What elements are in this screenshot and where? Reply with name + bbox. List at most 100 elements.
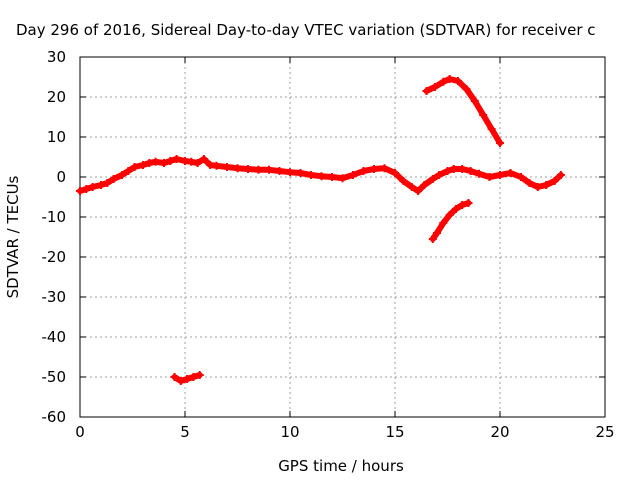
data-point [170,373,179,381]
data-point [172,155,181,163]
x-tick-label: 15 [385,423,404,441]
data-point [458,201,467,209]
data-point [542,181,551,189]
data-point [550,177,559,185]
grid [80,57,605,417]
x-tick-label: 25 [595,423,614,441]
data-point [470,97,479,105]
series-upper-arc [422,75,504,147]
data-point [118,171,126,179]
data-point [151,157,160,166]
y-tick-label: -60 [42,408,67,426]
y-tick-label: -30 [42,288,67,306]
data-point [212,161,221,170]
data-point [193,159,202,167]
x-tick-label: 5 [180,423,190,441]
data-point [422,87,431,95]
data-point [445,75,454,83]
data-point [296,169,305,177]
y-tick-label: 0 [56,168,66,186]
data-point [496,139,504,147]
y-axis-label: SDTVAR / TECUs [4,175,22,298]
data-point [97,181,105,189]
y-tick-label: 10 [47,128,66,146]
data-point [82,185,91,193]
data-point [187,157,196,166]
data-point [479,111,488,119]
data-point [433,229,441,237]
data-point [399,177,408,185]
data-point [124,167,133,175]
y-tick-label: -10 [42,208,67,226]
data-point [244,165,252,173]
series-main-track [76,155,565,195]
series-line [423,76,503,146]
x-axis-ticks: 0 5 10 15 20 25 [75,57,615,441]
y-axis-ticks: -60 -50 -40 -30 -20 -10 0 10 20 30 [42,48,605,426]
data-point [475,169,483,178]
data-point [195,371,204,379]
chart-title: Day 296 of 2016, Sidereal Day-to-day VTE… [16,21,596,39]
data-point [451,205,460,213]
data-point [76,187,84,195]
data-point [487,125,496,133]
x-tick-label: 0 [75,423,85,441]
data-point [454,77,462,85]
data-point [439,219,448,227]
data-point [307,171,315,179]
data-point [391,169,399,177]
data-point [496,171,504,179]
data-point [517,173,525,181]
data-point [265,165,273,174]
data-point [359,167,368,175]
data-series [76,75,565,385]
data-point [464,199,473,207]
y-tick-label: 20 [47,88,66,106]
data-point [317,172,326,181]
data-point [430,83,439,91]
x-tick-label: 10 [280,423,299,441]
data-point [525,179,534,187]
data-point [176,377,185,385]
data-point [199,155,208,163]
y-tick-label: -50 [42,368,67,386]
data-point [189,373,198,381]
data-point [328,173,336,181]
data-point [449,165,458,173]
series-lower-arc [428,199,473,243]
y-tick-label: -20 [42,248,67,266]
data-point [103,179,112,187]
data-point [556,171,565,179]
data-point [139,161,147,169]
data-point [443,167,452,175]
data-point [439,77,448,86]
plot-frame [79,56,606,418]
y-tick-label: -40 [42,328,67,346]
data-point [370,165,378,173]
data-point [428,175,437,183]
data-point [420,181,429,189]
data-point [533,183,542,191]
x-axis-label: GPS time / hours [278,457,404,475]
data-point [428,235,437,243]
data-point [458,165,467,173]
data-point [166,157,175,165]
data-point [183,375,192,383]
y-tick-label: 30 [47,48,66,66]
data-point [130,163,139,171]
data-point [462,85,471,93]
data-point [223,163,231,171]
data-point [254,165,263,174]
data-point [506,169,515,177]
data-point [445,211,454,219]
data-point [286,168,294,177]
data-point [414,187,423,195]
data-point [275,167,284,175]
data-point [349,171,357,179]
data-point [145,159,154,167]
data-point [435,171,444,179]
data-point [160,159,168,167]
data-point [485,173,494,181]
data-point [109,175,118,183]
